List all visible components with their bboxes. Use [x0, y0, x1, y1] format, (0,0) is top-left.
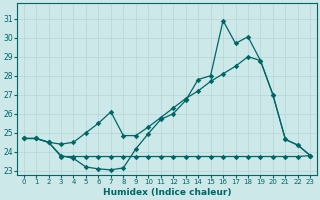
X-axis label: Humidex (Indice chaleur): Humidex (Indice chaleur) [103, 188, 231, 197]
